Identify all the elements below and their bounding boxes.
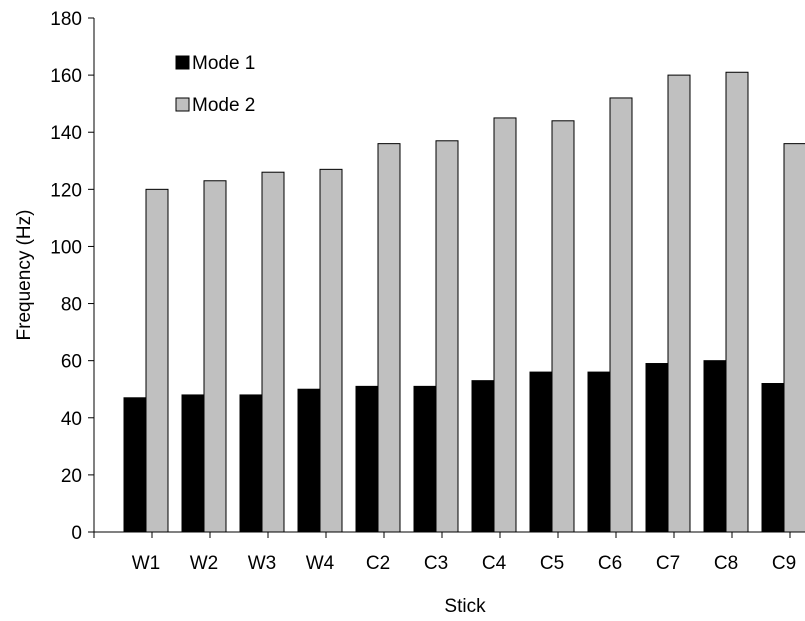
y-tick-label: 140: [50, 123, 82, 144]
bar-mode1-c3: [413, 385, 437, 533]
x-axis: W1 W2 W3 W4 C2 C3 C4 C5 C6 C7 C8 C9: [93, 531, 805, 574]
legend-swatch-mode1: [175, 55, 190, 70]
bar-mode2-w1: [145, 188, 169, 533]
bar-mode1-c8: [703, 360, 727, 533]
bar-mode2-w4: [319, 168, 343, 533]
x-tick-label-c5: C5: [540, 553, 564, 574]
x-tick-label-c6: C6: [598, 553, 622, 574]
x-tick-label-w3: W3: [248, 553, 277, 574]
y-tick-label: 120: [50, 180, 82, 201]
y-tick-label: 40: [61, 409, 82, 430]
x-tick-label-c7: C7: [656, 553, 680, 574]
bar-mode2-c7: [667, 74, 691, 533]
bar-mode2-c5: [551, 120, 575, 533]
bar-mode1-w1: [123, 397, 147, 533]
bar-mode2-c8: [725, 71, 749, 533]
x-tick-label-w2: W2: [190, 553, 219, 574]
y-tick-label: 20: [61, 466, 82, 487]
x-tick-label-w4: W4: [306, 553, 335, 574]
x-tick-label-c4: C4: [482, 553, 507, 574]
x-tick-label-c9: C9: [772, 553, 796, 574]
x-axis-title: Stick: [444, 596, 486, 617]
x-tick-label-c3: C3: [424, 553, 448, 574]
bar-mode2-c3: [435, 140, 459, 533]
bar-mode1-c7: [645, 363, 669, 533]
y-axis: 0 20 40 60 80 100 120 140 160 180: [50, 9, 95, 544]
x-tick-label-c8: C8: [714, 553, 738, 574]
x-tick-label-w1: W1: [132, 553, 161, 574]
bar-mode1-c4: [471, 380, 495, 533]
y-tick-label: 60: [61, 352, 82, 373]
y-tick-label: 180: [50, 9, 82, 30]
y-tick-label: 0: [71, 523, 82, 544]
bar-mode2-c6: [609, 97, 633, 533]
bar-mode1-w2: [181, 394, 205, 533]
bar-mode1-c5: [529, 371, 553, 533]
bar-mode1-c6: [587, 371, 611, 533]
x-tick-label-c2: C2: [366, 553, 390, 574]
bar-mode1-w3: [239, 394, 263, 533]
bar-mode2-w3: [261, 171, 285, 533]
bar-mode2-c4: [493, 117, 517, 533]
bar-mode2-c9: [783, 143, 805, 533]
bar-mode1-w4: [297, 388, 321, 533]
y-tick-label: 100: [50, 237, 82, 258]
bars-group: [123, 71, 805, 533]
bar-mode1-c2: [355, 385, 379, 533]
bar-mode2-c2: [377, 143, 401, 533]
bar-mode2-w2: [203, 180, 227, 533]
legend-label-mode2: Mode 2: [192, 95, 255, 116]
bar-mode1-c9: [761, 383, 785, 533]
legend: Mode 1 Mode 2: [175, 53, 255, 116]
y-axis-title: Frequency (Hz): [14, 210, 35, 341]
legend-swatch-mode2: [175, 97, 190, 112]
y-tick-label: 80: [61, 295, 82, 316]
y-tick-label: 160: [50, 66, 82, 87]
legend-label-mode1: Mode 1: [192, 53, 255, 74]
